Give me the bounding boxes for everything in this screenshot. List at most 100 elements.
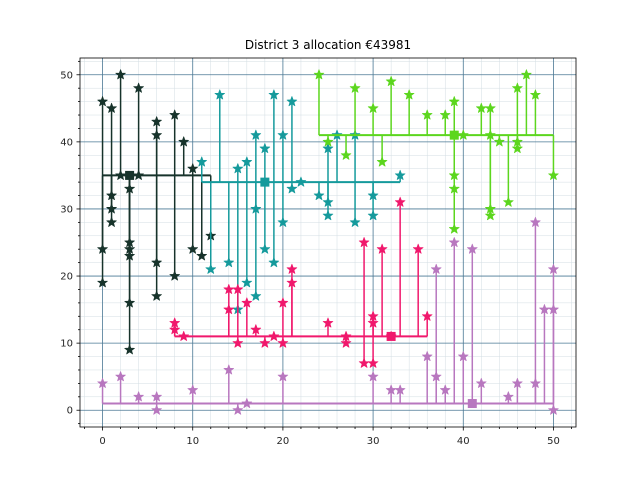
data-point: [439, 384, 451, 395]
data-point: [232, 337, 244, 348]
hub-marker: [260, 177, 270, 187]
data-point: [124, 344, 135, 355]
data-point: [178, 330, 189, 341]
data-point: [322, 317, 334, 328]
data-point: [530, 89, 541, 100]
data-point: [277, 216, 289, 227]
data-point: [322, 143, 334, 154]
data-point: [241, 156, 253, 167]
data-point: [250, 129, 262, 140]
data-point: [521, 69, 532, 80]
series-layer: [97, 69, 559, 415]
data-point: [421, 351, 433, 362]
hub-marker: [449, 130, 459, 140]
data-point: [196, 250, 207, 261]
data-point: [322, 210, 334, 221]
hub-marker: [125, 170, 135, 180]
data-point: [349, 216, 361, 227]
data-point: [115, 169, 126, 180]
data-point: [286, 96, 298, 107]
data-point: [250, 324, 262, 335]
data-point: [430, 263, 442, 274]
data-point: [232, 283, 244, 294]
y-tick-label: 50: [60, 70, 73, 81]
data-point: [259, 337, 271, 348]
data-point: [151, 391, 162, 402]
data-point: [367, 190, 379, 201]
data-point: [476, 377, 487, 388]
data-point: [169, 324, 180, 335]
series-2: [196, 89, 406, 315]
data-point: [106, 102, 117, 113]
data-point: [403, 89, 415, 100]
data-point: [214, 89, 226, 100]
data-point: [115, 371, 126, 382]
data-point: [340, 149, 352, 160]
data-point: [367, 357, 379, 368]
data-point: [295, 176, 307, 187]
y-tick-label: 20: [60, 272, 73, 283]
data-point: [376, 156, 388, 167]
hub-marker: [467, 399, 477, 409]
data-point: [512, 143, 523, 154]
data-point: [358, 357, 370, 368]
data-point: [169, 109, 180, 120]
data-point: [241, 297, 253, 308]
data-point: [151, 290, 162, 301]
x-tick-label: 10: [186, 436, 199, 447]
data-point: [412, 243, 424, 254]
data-point: [241, 277, 253, 288]
data-point: [286, 277, 298, 288]
data-point: [259, 143, 271, 154]
data-point: [494, 136, 505, 147]
data-point: [250, 203, 262, 214]
data-point: [485, 129, 496, 140]
data-point: [421, 109, 433, 120]
data-point: [106, 203, 117, 214]
data-point: [250, 290, 262, 301]
y-tick-label: 30: [60, 204, 73, 215]
data-point: [178, 136, 189, 147]
data-point: [223, 283, 235, 294]
data-point: [467, 243, 478, 254]
data-point: [376, 243, 388, 254]
data-point: [277, 129, 289, 140]
series-4: [169, 196, 433, 368]
data-point: [548, 404, 559, 415]
data-point: [322, 196, 334, 207]
data-point: [268, 89, 280, 100]
data-point: [394, 384, 406, 395]
data-point: [106, 190, 117, 201]
data-point: [485, 102, 496, 113]
x-tick-label: 20: [277, 436, 290, 447]
data-point: [503, 391, 514, 402]
data-point: [449, 223, 460, 234]
data-point: [151, 129, 162, 140]
data-point: [503, 196, 514, 207]
data-point: [187, 243, 198, 254]
data-point: [322, 136, 334, 147]
x-tick-label: 40: [457, 436, 470, 447]
data-point: [223, 364, 235, 375]
data-point: [358, 237, 370, 248]
y-axis: 0 10 20 30 40 50: [60, 60, 80, 425]
y-tick-label: 40: [60, 137, 73, 148]
y-tick-label: 10: [60, 339, 73, 350]
data-point: [367, 210, 379, 221]
x-tick-label: 30: [367, 436, 380, 447]
data-point: [97, 377, 108, 388]
data-point: [349, 82, 361, 93]
data-point: [530, 216, 541, 227]
x-axis: 0 10 20 30 40 50: [84, 427, 572, 447]
data-point: [187, 384, 198, 395]
data-point: [124, 297, 135, 308]
data-point: [232, 163, 244, 174]
data-point: [268, 330, 280, 341]
data-point: [485, 210, 496, 221]
data-point: [277, 371, 289, 382]
data-point: [394, 196, 406, 207]
data-point: [313, 69, 325, 80]
data-point: [449, 96, 460, 107]
